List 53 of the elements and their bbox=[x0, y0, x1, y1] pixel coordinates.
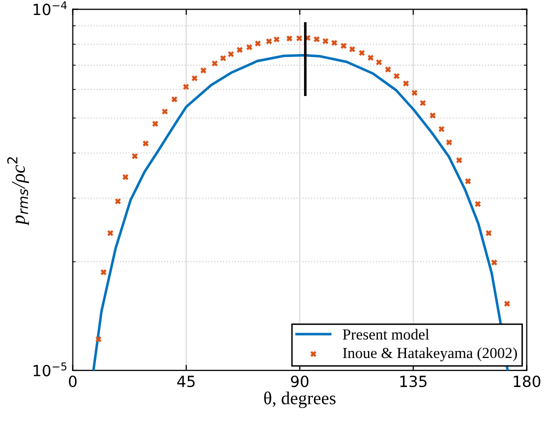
point bbox=[114, 198, 122, 205]
point bbox=[504, 300, 510, 308]
point bbox=[322, 38, 329, 44]
point bbox=[246, 44, 253, 51]
point bbox=[211, 60, 218, 67]
point bbox=[131, 152, 138, 160]
y-tick-label: 10$^{−4}$ bbox=[34, 1, 67, 16]
x-tick-label: 45 bbox=[177, 376, 195, 388]
point bbox=[200, 67, 207, 74]
point bbox=[171, 96, 178, 103]
point bbox=[367, 54, 374, 62]
point bbox=[420, 100, 426, 106]
point bbox=[358, 50, 366, 56]
point bbox=[384, 66, 392, 73]
point bbox=[340, 42, 347, 50]
point bbox=[490, 259, 498, 266]
point bbox=[220, 54, 226, 62]
point bbox=[254, 40, 262, 47]
point bbox=[122, 174, 129, 180]
point bbox=[100, 268, 107, 276]
point bbox=[348, 46, 356, 53]
point bbox=[485, 230, 492, 236]
point bbox=[313, 36, 320, 43]
x-tick-label: 0 bbox=[68, 376, 77, 388]
point bbox=[142, 140, 149, 147]
x-tick-label: 90 bbox=[291, 376, 308, 388]
point bbox=[464, 178, 472, 185]
point bbox=[446, 139, 452, 146]
y-tick-label: 10$^{−5}$ bbox=[34, 362, 66, 376]
legend-label: Present model bbox=[342, 328, 430, 340]
point bbox=[456, 156, 462, 164]
point bbox=[393, 72, 400, 80]
legend-label: Inoue & Hatakeyama (2002) bbox=[342, 347, 517, 362]
point bbox=[228, 50, 234, 58]
x-tick-label: 135 bbox=[400, 376, 427, 388]
point bbox=[474, 200, 482, 208]
point bbox=[152, 120, 159, 128]
point bbox=[376, 59, 382, 66]
point bbox=[162, 108, 168, 115]
point bbox=[438, 126, 445, 132]
point bbox=[411, 90, 418, 96]
y-axis-title: p$_{rms}$/ρc$^{2}$ bbox=[7, 157, 29, 226]
point bbox=[286, 35, 293, 42]
point bbox=[429, 112, 436, 119]
point bbox=[95, 336, 102, 343]
point bbox=[182, 84, 190, 90]
x-axis-title: θ, degrees bbox=[264, 392, 336, 408]
x-tick-label: 180 bbox=[514, 376, 540, 388]
point bbox=[402, 80, 410, 87]
point bbox=[107, 230, 114, 236]
point bbox=[236, 46, 244, 54]
point bbox=[331, 40, 338, 46]
point bbox=[191, 74, 198, 82]
